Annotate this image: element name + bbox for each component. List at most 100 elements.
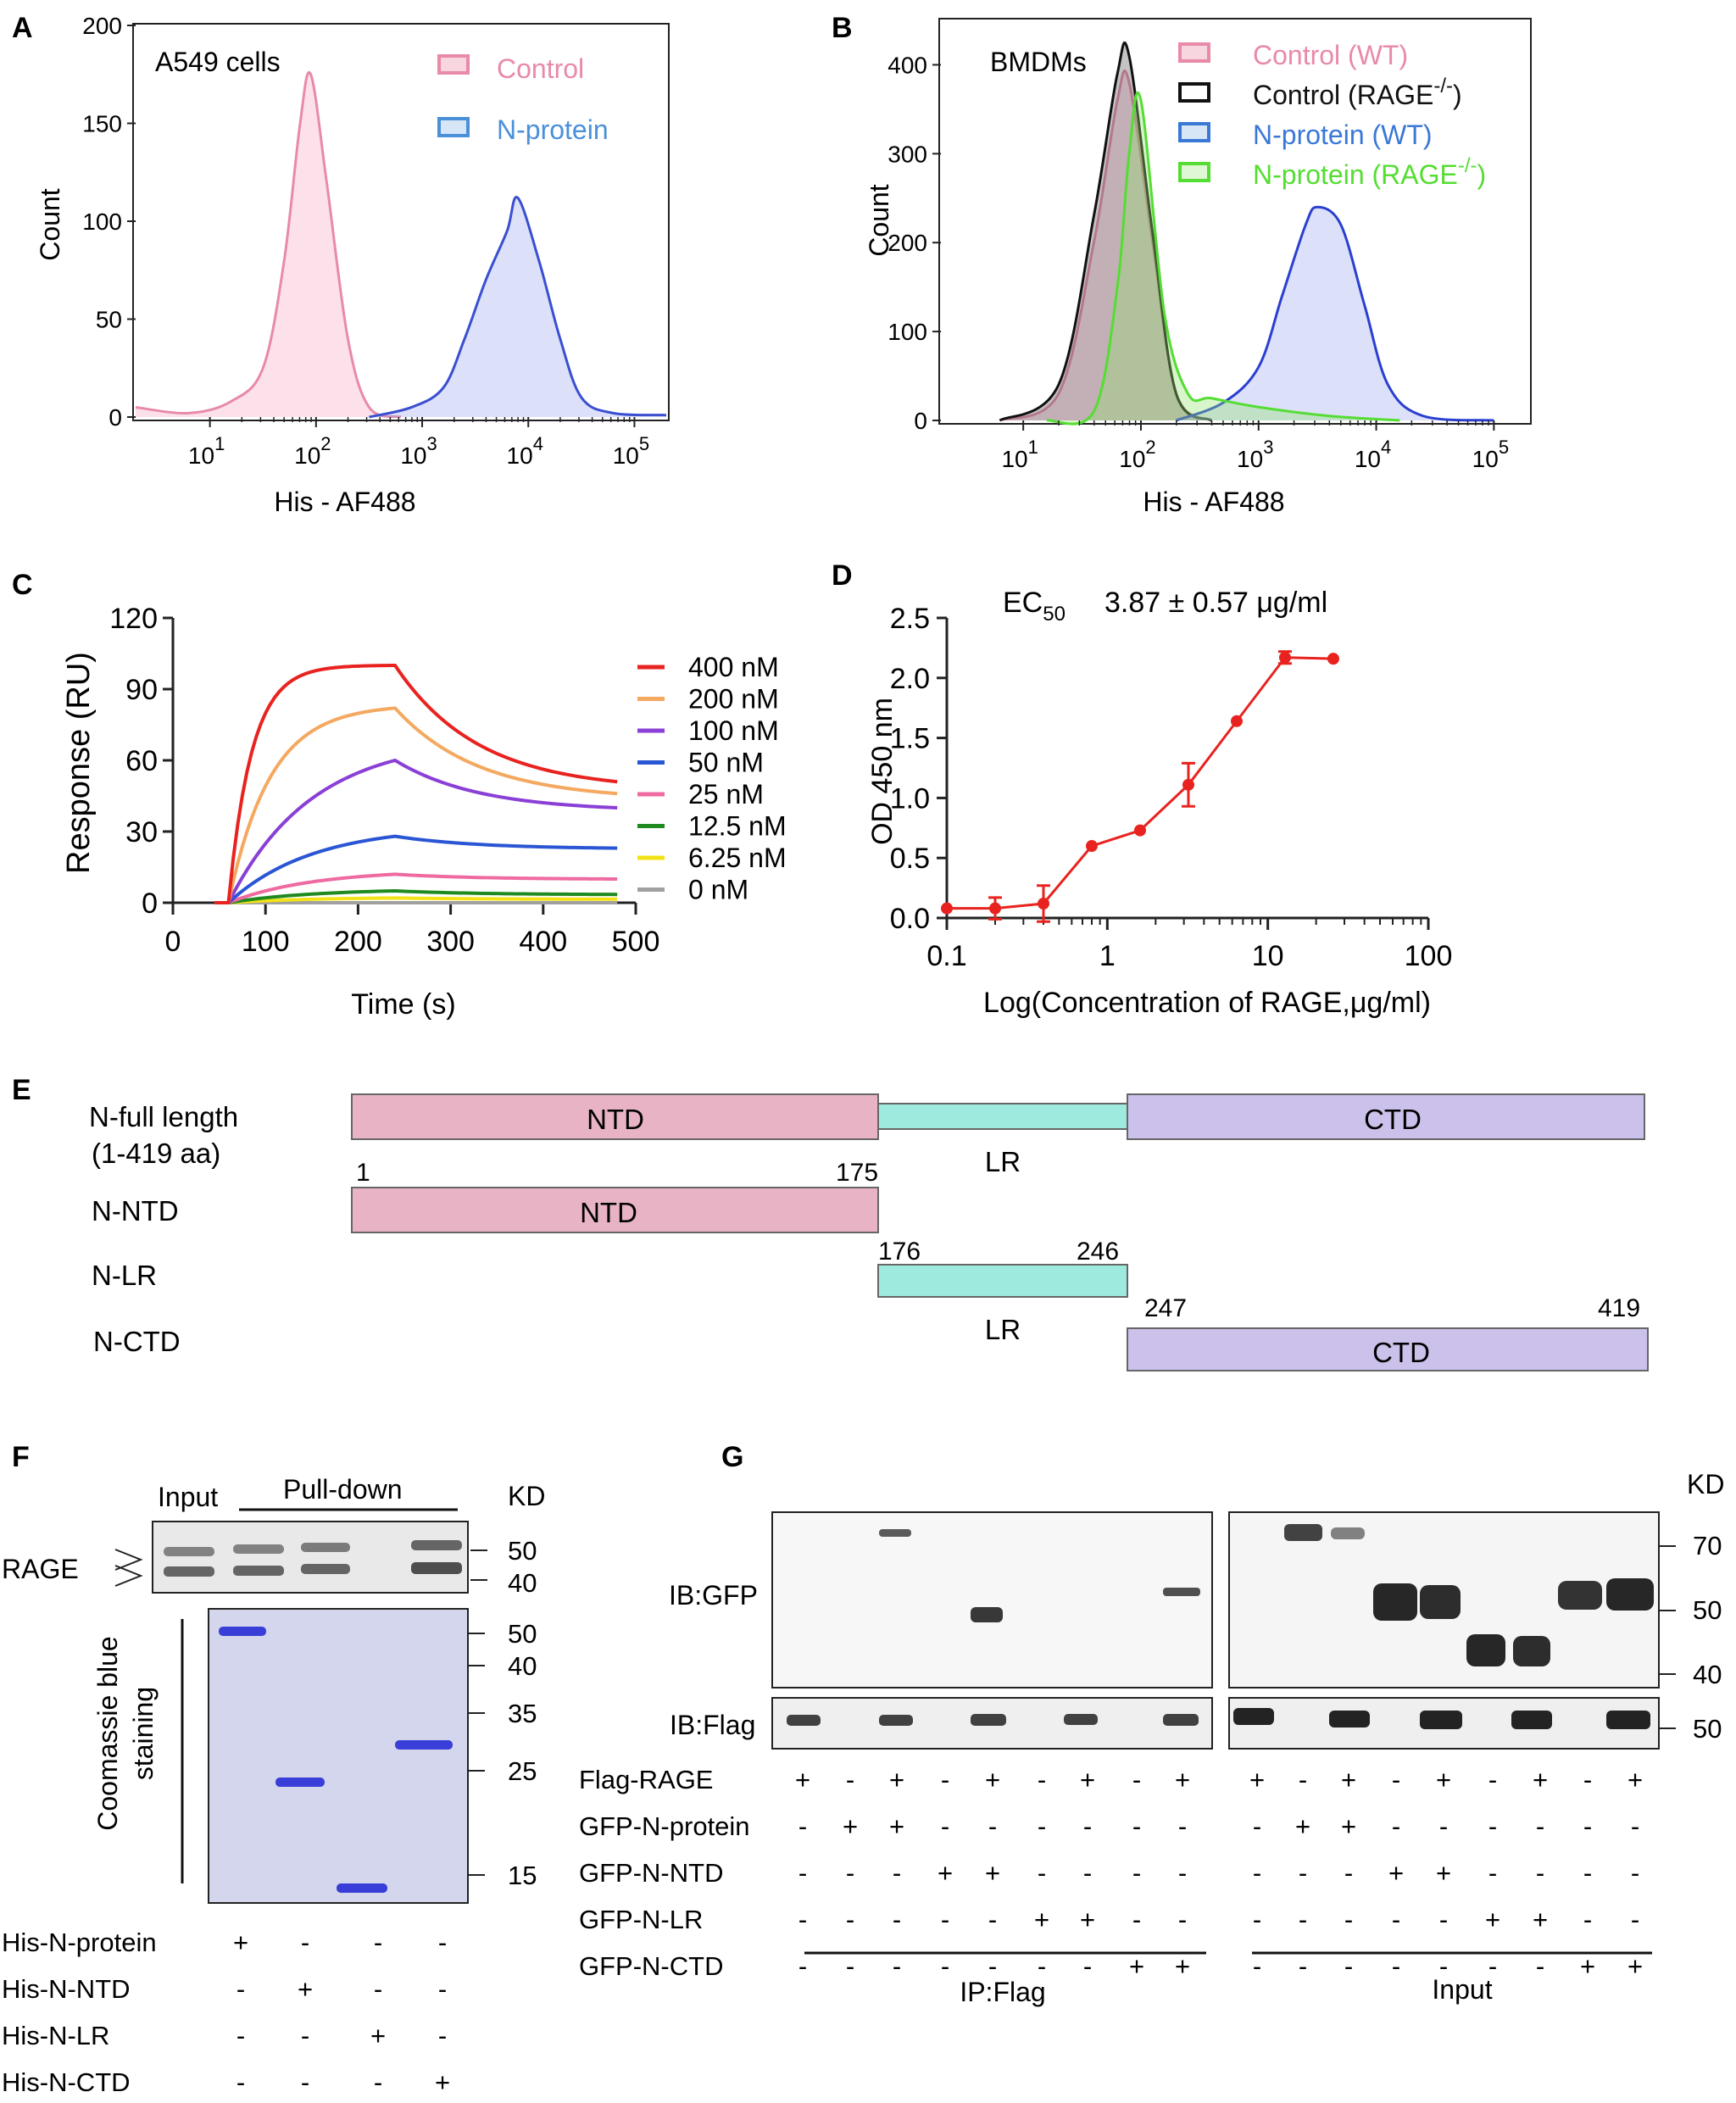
histogram-fill-1 [136,72,401,417]
legend-text: Control (RAGE [1253,80,1433,110]
rage-arrows-icon [114,1549,143,1587]
full-lr-label: LR [985,1146,1021,1177]
row-label-n-ctd: N-CTD [93,1326,181,1357]
row-mark: - [301,2021,309,2050]
input-gfp-bands [1284,1524,1654,1666]
tick-base: 10 [1472,446,1499,472]
legend-superscript: -/- [1433,75,1453,97]
row-mark: - [1392,1765,1400,1794]
row-mark: - [893,1951,901,1981]
row-label-2: His-N-NTD [2,1974,131,2004]
panel-d-axes: 0.0 0.5 1.0 1.5 2.0 2.5 0.1 1 10 100 [890,603,1453,972]
kd-top-40: 40 [508,1568,537,1598]
row-mark: - [893,1905,901,1934]
row-mark: + [1175,1951,1190,1981]
full-ntd-label: NTD [587,1104,644,1135]
row-mark: - [1132,1765,1141,1794]
y-tick-label: 400 [887,52,927,78]
row-mark: + [1080,1905,1095,1934]
ib-gfp-label: IB:GFP [669,1580,758,1611]
n-ctd-label: CTD [1372,1337,1430,1368]
row-mark: - [1178,1811,1187,1841]
ip-gfp-bands [879,1529,1200,1622]
legend-tail: ) [1453,80,1462,110]
kd-label: KD [508,1481,545,1511]
panel-a-letter: A [12,12,33,44]
n-lr-box [877,1264,1128,1298]
histogram-fill-3 [1176,207,1494,420]
row-mark: + [889,1765,904,1794]
y-tick-label: 0 [914,408,927,434]
pos-176: 176 [878,1238,921,1266]
row-mark: - [1488,1811,1497,1841]
row-mark: + [1129,1951,1144,1981]
y-tick-label: 300 [887,141,927,167]
row-mark: - [1631,1905,1639,1934]
tick-exponent: 3 [1263,437,1273,458]
legend-label-control: Control [497,53,584,84]
row-mark: + [1341,1811,1356,1841]
panel-a: A A549 cells Control N-protein 050100150… [12,12,670,517]
full-lr-box [877,1103,1128,1130]
panel-c-xlabel: Time (s) [351,988,455,1021]
row-mark: - [1488,1765,1497,1794]
data-point-7 [1230,715,1243,727]
pos-1: 1 [356,1159,370,1187]
row-mark: - [1253,1905,1261,1934]
histogram-fill-1 [999,70,1212,421]
row-mark: + [298,1974,313,2004]
kd-label-50: 50 [508,1619,537,1649]
row-mark: - [1536,1858,1544,1888]
panel-f: F Input Pull-down KD RAGE 50 40 [2,1441,545,2097]
row-mark: - [1253,1951,1261,1981]
input-flag-bands [1233,1708,1650,1729]
row-mark: - [1178,1858,1187,1888]
rage-label: RAGE [2,1554,79,1584]
panel-c-sensorgram-curves [214,663,618,904]
row-mark: - [236,2021,245,2050]
x-tick-label: 200 [334,926,382,958]
tick-exponent: 2 [1145,437,1155,458]
panel-b-y-axis: 0 100 200 300 400 [887,52,941,434]
legend-label-1: 400 nM [688,652,779,682]
x-tick-label: 105 [1472,437,1509,472]
tick-base: 10 [1237,446,1263,472]
row-mark: - [1299,1951,1307,1981]
row-mark: - [1392,1951,1400,1981]
x-tick-label: 100 [242,926,290,958]
x-tick-label: 500 [612,926,660,958]
legend-label-7: 6.25 nM [688,843,787,873]
panel-e-letter: E [12,1074,31,1106]
x-tick-label: 10 [1252,940,1284,972]
row-mark: + [1295,1811,1310,1841]
panel-b-ylabel: Count [864,184,894,257]
row-mark: + [889,1811,904,1841]
row-mark: + [1533,1905,1548,1934]
row-label-1: Flag-RAGE [579,1765,713,1794]
y-tick-label: 200 [82,13,122,39]
histogram-line-2 [369,196,667,419]
row-mark: - [374,1974,382,2004]
row-mark: - [1488,1858,1497,1888]
full-ctd-box [1127,1093,1645,1140]
panel-f-sample-table: His-N-protein + - - - His-N-NTD - + - - His-N-LR - -… [2,1928,450,2097]
histogram-fill-2 [369,197,666,417]
row-mark: - [438,1928,447,1957]
panel-a-frame [132,23,670,421]
legend-swatch-2 [1178,82,1210,103]
row-mark: - [941,1905,949,1934]
kd-label-35: 35 [508,1699,537,1728]
x-tick-label: 0 [165,926,181,958]
row-mark: - [438,1974,447,2004]
legend-label-1: Control (WT) [1253,40,1408,70]
panel-a-xlabel: His - AF488 [274,487,415,517]
tick-base: 10 [400,442,426,469]
row-mark: - [1038,1811,1046,1841]
row-mark: - [1631,1811,1639,1841]
legend-swatch-3 [1178,122,1210,142]
tick-exponent: 3 [426,433,437,454]
row-mark: - [1253,1858,1261,1888]
y-tick-label: 50 [96,307,122,333]
panel-b-histograms [999,42,1494,426]
